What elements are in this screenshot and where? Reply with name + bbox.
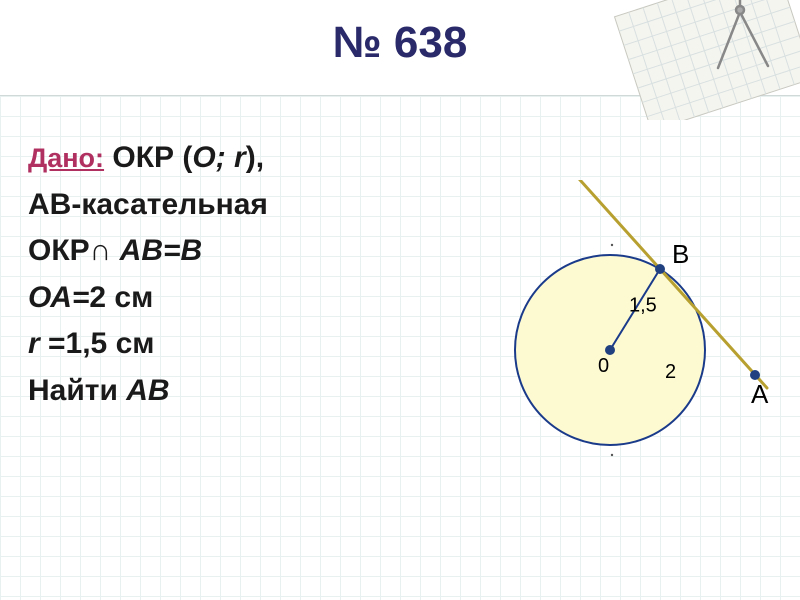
l4p1: ОА= — [28, 281, 89, 314]
l4p2: 2 см — [89, 281, 153, 314]
problem-text: Дано: ОКР (О; r), АВ-касательная ОКР∩ АВ… — [28, 135, 268, 414]
line-given: Дано: ОКР (О; r), — [28, 135, 268, 182]
svg-text:0: 0 — [598, 355, 609, 377]
geometry-diagram: 0 1,5 2 B A — [470, 180, 780, 490]
line-6: Найти АВ — [28, 368, 268, 415]
svg-text:2: 2 — [665, 361, 676, 383]
l1p3: ), — [246, 141, 264, 174]
line-5: r =1,5 см — [28, 321, 268, 368]
line-3: ОКР∩ АВ=В — [28, 228, 268, 275]
l6p2: АВ — [126, 374, 169, 407]
l1p1: ОКР ( — [104, 141, 192, 174]
line-2: АВ-касательная — [28, 182, 268, 229]
l3p2: АВ=В — [120, 234, 203, 267]
l3p1: ОКР∩ — [28, 234, 120, 267]
l5p2: =1,5 см — [48, 327, 154, 360]
svg-text:A: A — [751, 379, 769, 409]
l6p1: Найти — [28, 374, 126, 407]
l5p1: r — [28, 327, 48, 360]
line-4: ОА=2 см — [28, 275, 268, 322]
svg-text:B: B — [672, 239, 689, 269]
svg-text:1,5: 1,5 — [629, 295, 657, 317]
problem-number-title: № 638 — [0, 18, 800, 68]
given-label: Дано: — [28, 143, 104, 173]
l1p2: О; r — [192, 141, 245, 174]
